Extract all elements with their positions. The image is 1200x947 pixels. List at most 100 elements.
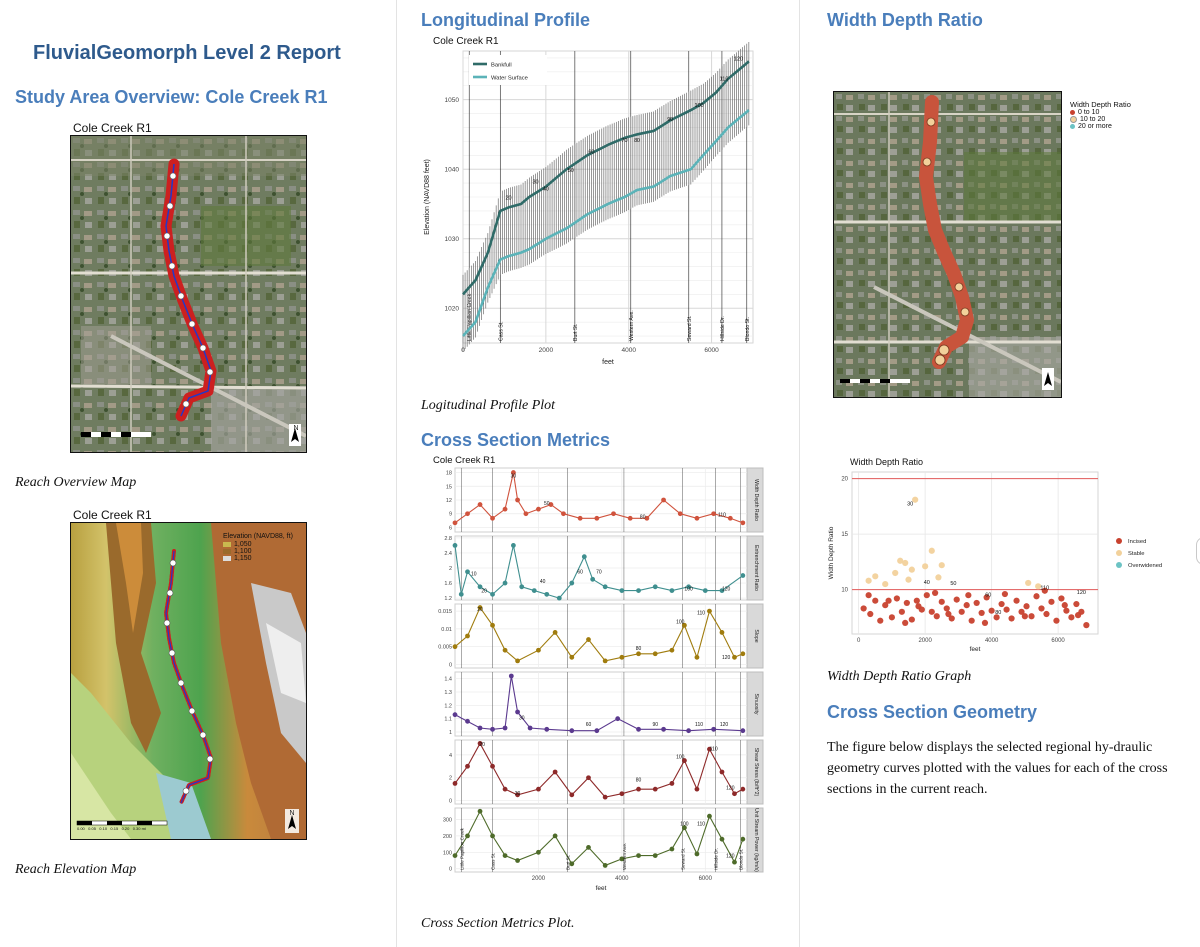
legend-box: [469, 55, 547, 85]
data-point: [1063, 607, 1070, 614]
chart-title: Width Depth Ratio: [850, 457, 923, 467]
point-label: 20: [506, 196, 512, 202]
legend-label: Overwidened: [1128, 563, 1162, 569]
data-point: [707, 608, 712, 614]
data-point: [1021, 613, 1028, 620]
feature-label: Western Ave.: [622, 843, 627, 870]
feature-label: Blondo St.: [739, 849, 744, 870]
data-point: [636, 651, 641, 657]
data-point: [669, 781, 675, 786]
data-point: [502, 853, 508, 858]
y-tick-label: 1030: [445, 236, 460, 243]
y-tick-label: 200: [443, 834, 452, 840]
data-point: [515, 858, 520, 863]
data-point: [515, 709, 520, 715]
feature-label: Burt St.: [573, 324, 579, 341]
x-tick-label: 0: [857, 638, 861, 644]
feature-label: Seward St.: [680, 848, 685, 870]
point-label: 80: [636, 646, 642, 652]
data-point: [935, 574, 942, 581]
data-point: [636, 786, 641, 792]
data-point: [477, 605, 483, 610]
data-point: [1043, 610, 1050, 618]
data-point: [938, 562, 945, 569]
x-tick-label: 4000: [621, 347, 636, 354]
reach-overview-map: N: [70, 135, 307, 453]
y-tick-label: 1.2: [444, 703, 452, 709]
data-point: [677, 511, 683, 517]
scroll-handle[interactable]: [1196, 537, 1200, 565]
data-point: [452, 712, 458, 718]
data-point: [993, 614, 1000, 621]
report-title: FluvialGeomorph Level 2 Report: [33, 42, 341, 64]
point-label: 110: [697, 822, 705, 828]
data-point: [490, 591, 495, 597]
data-point: [1068, 614, 1075, 621]
data-point: [908, 566, 915, 573]
data-point: [548, 502, 554, 507]
data-point: [682, 622, 687, 628]
data-point: [594, 515, 600, 521]
data-point: [552, 833, 558, 839]
feature-label: Cass St.: [498, 321, 504, 341]
data-point: [586, 844, 591, 850]
data-point: [1028, 613, 1035, 620]
y-tick-label: 1040: [445, 167, 460, 174]
facet-strip: [746, 739, 764, 805]
data-point: [515, 497, 520, 503]
data-point: [707, 746, 712, 752]
data-point: [452, 781, 458, 786]
point-label: 10: [471, 571, 477, 577]
data-point: [1073, 600, 1080, 608]
point-label: 50: [568, 168, 574, 174]
data-point: [1035, 583, 1042, 590]
feature-label: Burt St.: [566, 855, 571, 870]
column-left: FluvialGeomorph Level 2 Report Study Are…: [0, 0, 395, 947]
data-point: [536, 647, 541, 653]
data-point: [938, 598, 945, 605]
legend-swatch: [223, 549, 231, 554]
point-label: 60: [588, 150, 594, 156]
data-point: [452, 520, 458, 526]
data-point: [490, 763, 495, 769]
elevation-legend: Elevation (NAVD88, ft) 1,050 1,100 1,150: [223, 533, 293, 562]
data-point: [902, 559, 909, 567]
y-tick-label: 0.005: [438, 645, 452, 651]
feature-label: Hillside Dr.: [714, 848, 719, 870]
cross-section-geometry-paragraph: The figure below displays the selected r…: [827, 740, 1168, 797]
y-axis-label: Elevation (NAVD88 feet): [424, 159, 431, 235]
data-point: [619, 654, 625, 660]
data-point: [477, 725, 483, 731]
series-line-water-surface: [462, 109, 750, 337]
data-point: [885, 597, 892, 604]
data-point: [669, 647, 675, 653]
data-point: [732, 654, 737, 660]
data-point: [882, 602, 889, 609]
facet-strip: [746, 807, 764, 873]
data-point: [711, 511, 717, 517]
elevation-map-title: Cole Creek R1: [73, 508, 152, 522]
x-tick-label: 4000: [985, 638, 999, 644]
longitudinal-profile-caption: Logitudinal Profile Plot: [421, 398, 556, 413]
point-label: 20: [479, 742, 485, 748]
data-point: [490, 515, 495, 521]
facet-label: Slope: [753, 629, 759, 642]
data-point: [913, 597, 920, 604]
point-label: 60: [577, 570, 583, 576]
chart-title: Cole Creek R1: [433, 455, 495, 466]
data-point: [719, 630, 725, 635]
data-point: [536, 506, 541, 512]
point-label: 30: [519, 715, 525, 721]
data-point: [892, 569, 899, 577]
feature-label: Western Ave.: [629, 310, 635, 341]
data-point: [502, 725, 508, 731]
data-point: [490, 622, 495, 628]
data-point: [602, 863, 608, 868]
data-point: [732, 859, 737, 865]
data-point: [897, 557, 904, 564]
width-depth-ratio-caption: Width Depth Ratio Graph: [827, 669, 972, 684]
wdr-map-legend-item: 20 or more: [1070, 123, 1131, 130]
point-label: 100: [676, 755, 685, 761]
y-tick-label: 12: [446, 498, 452, 504]
data-point: [602, 584, 608, 590]
